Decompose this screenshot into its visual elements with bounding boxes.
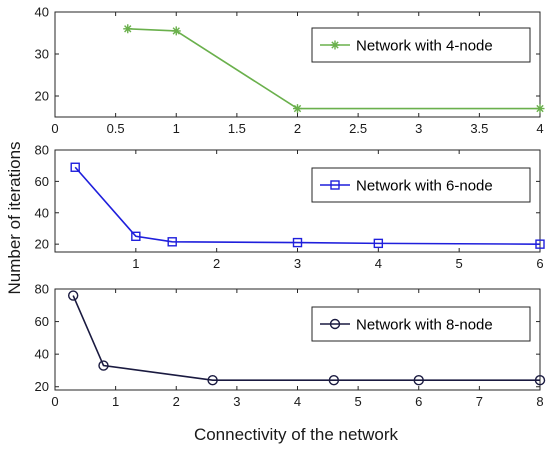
x-tick-label: 1.5 [228, 121, 246, 136]
data-point [535, 104, 545, 114]
y-axis-label: Number of iterations [5, 141, 24, 294]
x-tick-label: 3 [294, 256, 301, 271]
y-tick-label: 60 [35, 174, 49, 189]
x-tick-label: 1 [132, 256, 139, 271]
x-tick-label: 6 [536, 256, 543, 271]
x-tick-label: 0 [51, 394, 58, 409]
data-point [292, 237, 303, 248]
y-tick-label: 40 [35, 347, 49, 362]
x-tick-label: 5 [355, 394, 362, 409]
y-tick-label: 20 [35, 89, 49, 104]
x-tick-label: 5 [456, 256, 463, 271]
data-point [328, 375, 340, 386]
x-axis-label: Connectivity of the network [194, 425, 399, 444]
series-line [74, 166, 541, 245]
data-point [123, 24, 133, 34]
data-point [293, 104, 302, 114]
legend-label: Network with 8-node [356, 317, 493, 334]
data-point [207, 375, 218, 386]
legend-marker [329, 318, 341, 330]
y-tick-label: 30 [35, 47, 49, 62]
x-tick-label: 0 [51, 121, 58, 136]
data-point [67, 290, 79, 301]
legend-marker [330, 40, 340, 50]
series-line [72, 295, 540, 382]
y-tick-label: 20 [35, 379, 49, 394]
x-tick-label: 2 [173, 394, 180, 409]
data-point [167, 237, 177, 247]
x-tick-label: 3 [415, 121, 422, 136]
x-tick-label: 4 [375, 256, 382, 271]
data-point [534, 375, 546, 386]
data-point [535, 239, 545, 249]
legend-marker [330, 180, 340, 190]
x-tick-label: 1 [173, 121, 180, 136]
x-tick-label: 3.5 [470, 121, 488, 136]
chart-panel-1: 0 0.5 1 1.5 2 2.5 3 3.5 4 20 30 40 Network with 4-no… [35, 5, 545, 136]
x-tick-label: 0.5 [107, 121, 125, 136]
data-point [98, 360, 109, 371]
x-tick-label: 1 [112, 394, 119, 409]
y-tick-label: 20 [35, 237, 49, 252]
y-tick-label: 40 [35, 5, 49, 20]
y-tick-label: 40 [35, 205, 49, 220]
data-point [373, 238, 384, 249]
series-line [127, 28, 540, 110]
chart-panel-2: 1 2 3 4 5 6 20 40 60 80 Network with 6-node [35, 143, 545, 271]
x-tick-label: 2 [294, 121, 301, 136]
chart-panel-3: 0 1 2 3 4 5 6 7 8 20 40 60 80 Network with 8-node [35, 282, 546, 409]
data-point [413, 375, 424, 386]
x-tick-label: 6 [415, 394, 422, 409]
x-tick-label: 2 [213, 256, 220, 271]
x-tick-label: 4 [536, 121, 543, 136]
x-tick-label: 7 [476, 394, 483, 409]
data-point [70, 162, 80, 172]
x-tick-label: 4 [294, 394, 301, 409]
data-point [171, 26, 181, 36]
data-point [131, 231, 141, 242]
x-tick-label: 3 [233, 394, 240, 409]
x-tick-label: 8 [536, 394, 543, 409]
y-tick-label: 80 [35, 143, 49, 158]
legend-label: Network with 6-node [356, 178, 493, 195]
x-tick-label: 2.5 [349, 121, 367, 136]
y-tick-label: 80 [35, 282, 49, 297]
legend-label: Network with 4-node [356, 38, 493, 55]
y-tick-label: 60 [35, 314, 49, 329]
